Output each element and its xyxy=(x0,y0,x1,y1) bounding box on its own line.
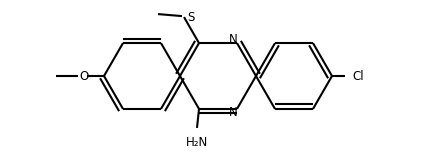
Text: Cl: Cl xyxy=(352,70,364,82)
Text: N: N xyxy=(229,33,237,46)
Text: S: S xyxy=(187,11,195,24)
Text: N: N xyxy=(229,106,237,119)
Text: O: O xyxy=(79,70,89,82)
Text: H₂N: H₂N xyxy=(186,136,208,149)
